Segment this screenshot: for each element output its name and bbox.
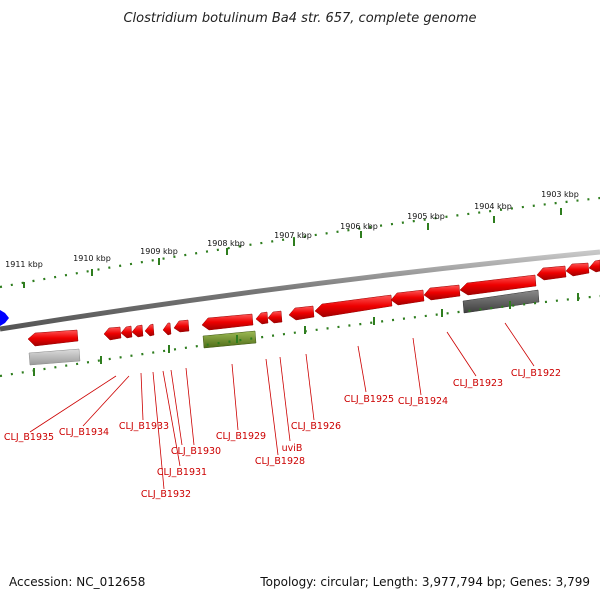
feature-light-gray[interactable]	[28, 348, 81, 366]
gene-CLJ_B1930[interactable]	[162, 322, 172, 336]
outer-scale-track: 1911 kbp 1910 kbp 1909 kbp 1908 kbp 1907…	[0, 190, 600, 289]
gene-next-1[interactable]	[536, 265, 567, 281]
scale-label-1910: 1910 kbp	[73, 254, 111, 263]
scale-label-1903: 1903 kbp	[541, 190, 579, 199]
label-leader-lines	[29, 322, 535, 490]
scale-label-1907: 1907 kbp	[274, 231, 312, 240]
gene-CLJ_B1934[interactable]	[103, 326, 122, 341]
genome-backbone	[0, 249, 600, 332]
label-CLJ_B1923: CLJ_B1923	[453, 378, 503, 389]
label-CLJ_B1933: CLJ_B1933	[119, 421, 169, 432]
scale-label-1909: 1909 kbp	[140, 247, 178, 256]
gene-CLJ_B1935[interactable]	[27, 329, 79, 347]
scale-major-ticks	[23, 208, 562, 288]
gene-CLJ_B1924[interactable]	[390, 289, 425, 306]
gene-CLJ_B1922[interactable]	[459, 274, 537, 296]
gene-next-3[interactable]	[588, 259, 600, 273]
gene-track	[27, 259, 600, 347]
gene-CLJ_B1929[interactable]	[201, 313, 254, 331]
feature-green[interactable]	[202, 330, 257, 349]
gene-CLJ_B1932[interactable]	[131, 324, 144, 338]
scale-label-1904: 1904 kbp	[474, 202, 512, 211]
label-CLJ_B1926: CLJ_B1926	[291, 421, 341, 432]
label-CLJ_B1924: CLJ_B1924	[398, 396, 448, 407]
accession-text: Accession: NC_012658	[9, 575, 145, 589]
scale-label-1905: 1905 kbp	[407, 212, 445, 221]
gene-CLJ_B1925[interactable]	[314, 294, 393, 318]
label-CLJ_B1925: CLJ_B1925	[344, 394, 394, 405]
feature-dark-gray[interactable]	[462, 289, 540, 314]
gene-CLJ_B1926[interactable]	[288, 305, 315, 321]
label-CLJ_B1922: CLJ_B1922	[511, 368, 561, 379]
gene-CLJ_B1931[interactable]	[144, 323, 155, 337]
gene-CLJ_B1923[interactable]	[423, 284, 461, 301]
label-CLJ_B1934: CLJ_B1934	[59, 427, 109, 438]
label-uviB: uviB	[282, 443, 303, 454]
topology-text: Topology: circular; Length: 3,977,794 bp…	[259, 575, 590, 589]
gene-small[interactable]	[173, 319, 190, 333]
inner-scale-ticks	[33, 293, 579, 376]
label-CLJ_B1932: CLJ_B1932	[141, 489, 191, 500]
label-CLJ_B1931: CLJ_B1931	[157, 467, 207, 478]
gene-uviB[interactable]	[267, 310, 283, 324]
inner-scale-track	[0, 293, 600, 378]
label-CLJ_B1935: CLJ_B1935	[4, 432, 54, 443]
scale-label-1908: 1908 kbp	[207, 239, 245, 248]
label-CLJ_B1928: CLJ_B1928	[255, 456, 305, 467]
gene-next-2[interactable]	[565, 262, 590, 277]
label-CLJ_B1930: CLJ_B1930	[171, 446, 221, 457]
gene-CLJ_B1928[interactable]	[255, 311, 269, 325]
scale-label-1911: 1911 kbp	[5, 260, 43, 269]
gene-CLJ_B1933[interactable]	[120, 325, 133, 339]
position-marker-icon	[0, 310, 9, 326]
label-CLJ_B1929: CLJ_B1929	[216, 431, 266, 442]
scale-label-1906: 1906 kbp	[340, 222, 378, 231]
genome-title: Clostridium botulinum Ba4 str. 657, comp…	[123, 11, 476, 26]
